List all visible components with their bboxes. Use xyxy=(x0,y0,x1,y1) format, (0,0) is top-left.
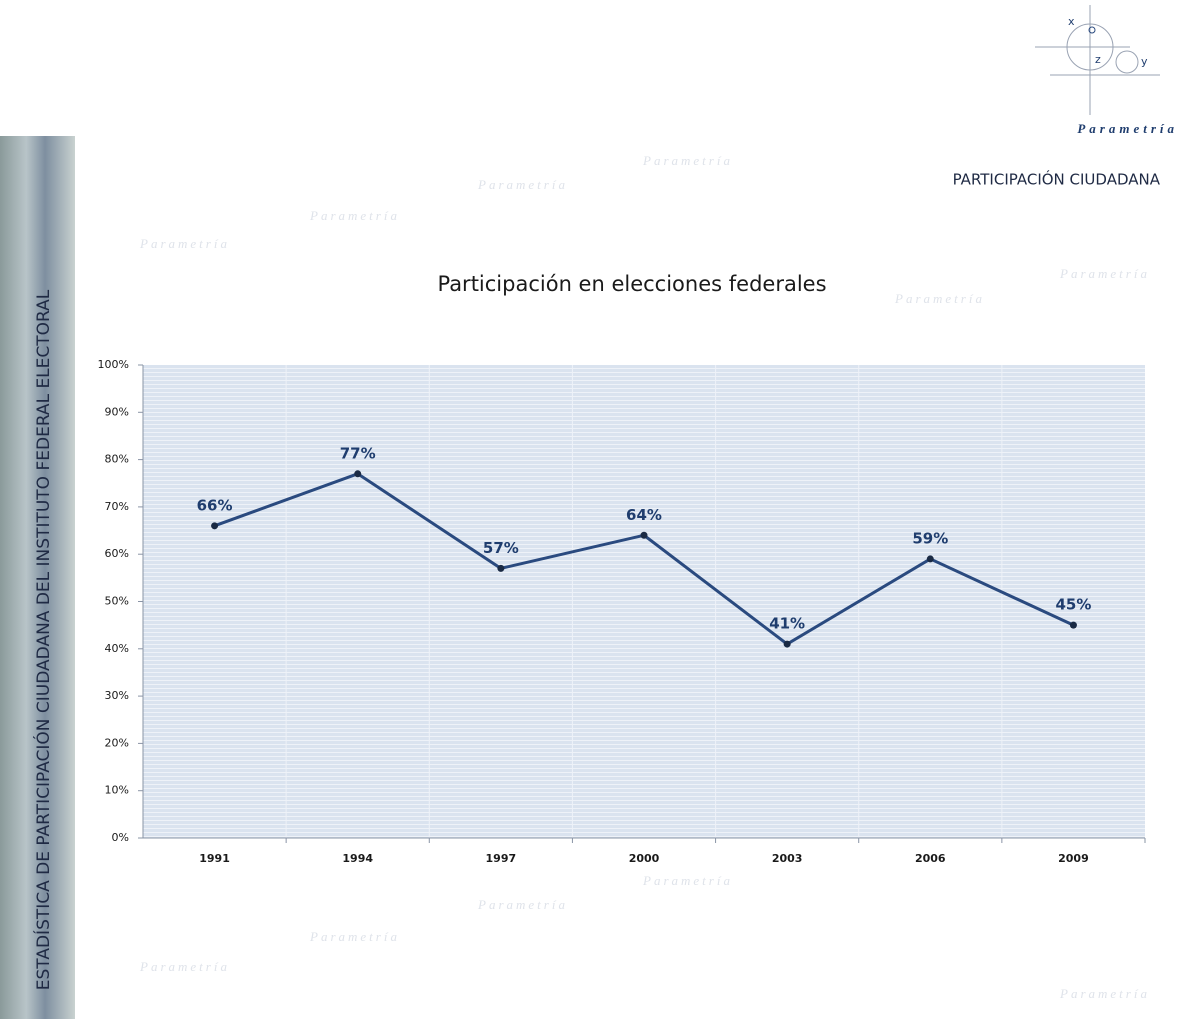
watermark: Parametría xyxy=(477,177,568,192)
point xyxy=(497,564,505,572)
value-label: 59% xyxy=(912,529,948,547)
x-tick-label: 1997 xyxy=(486,852,517,865)
value-label: 77% xyxy=(340,444,376,462)
section-title: PARTICIPACIÓN CIUDADANA xyxy=(953,170,1161,189)
logo-brand: Parametría xyxy=(1077,121,1178,136)
value-label: 64% xyxy=(626,506,662,524)
point xyxy=(926,555,934,563)
y-tick-label: 80% xyxy=(105,453,129,466)
value-label: 57% xyxy=(483,539,519,557)
y-tick-label: 90% xyxy=(105,405,129,418)
logo-y: y xyxy=(1141,55,1148,68)
watermark: Parametría xyxy=(642,873,733,888)
watermark: Parametría xyxy=(1059,986,1150,1001)
watermark: Parametría xyxy=(139,959,230,974)
watermarks: Parametría Parametría Parametría Paramet… xyxy=(139,153,1150,1001)
point xyxy=(1069,621,1077,629)
y-tick-label: 100% xyxy=(98,358,129,371)
watermark: Parametría xyxy=(139,236,230,251)
y-tick-label: 60% xyxy=(105,547,129,560)
value-label: 41% xyxy=(769,615,805,633)
point xyxy=(783,640,791,648)
watermark: Parametría xyxy=(1059,266,1150,281)
x-tick-label: 2000 xyxy=(629,852,660,865)
plot-area xyxy=(143,365,1145,838)
watermark: Parametría xyxy=(894,291,985,306)
side-title: ESTADÍSTICA DE PARTICIPACIÓN CIUDADANA D… xyxy=(32,289,54,990)
value-label: 45% xyxy=(1055,596,1091,614)
x-tick-label: 1991 xyxy=(199,852,230,865)
y-tick-label: 70% xyxy=(105,500,129,513)
y-tick-label: 50% xyxy=(105,595,129,608)
x-tick-label: 2009 xyxy=(1058,852,1089,865)
point xyxy=(211,522,219,530)
logo-x: x xyxy=(1068,15,1075,28)
watermark: Parametría xyxy=(309,208,400,223)
y-tick-label: 10% xyxy=(105,784,129,797)
x-tick-label: 1994 xyxy=(342,852,373,865)
logo-z: z xyxy=(1095,53,1101,66)
chart-title: Participación en elecciones federales xyxy=(437,272,826,296)
y-tick-label: 30% xyxy=(105,689,129,702)
watermark: Parametría xyxy=(477,897,568,912)
x-tick-label: 2006 xyxy=(915,852,946,865)
point xyxy=(354,470,362,478)
value-label: 66% xyxy=(197,496,233,514)
point xyxy=(640,531,648,539)
y-tick-label: 40% xyxy=(105,642,129,655)
watermark: Parametría xyxy=(642,153,733,168)
y-tick-label: 0% xyxy=(112,831,129,844)
side-image xyxy=(0,136,75,1019)
logo xyxy=(1035,5,1160,115)
x-tick-label: 2003 xyxy=(772,852,803,865)
y-tick-label: 20% xyxy=(105,736,129,749)
watermark: Parametría xyxy=(309,929,400,944)
